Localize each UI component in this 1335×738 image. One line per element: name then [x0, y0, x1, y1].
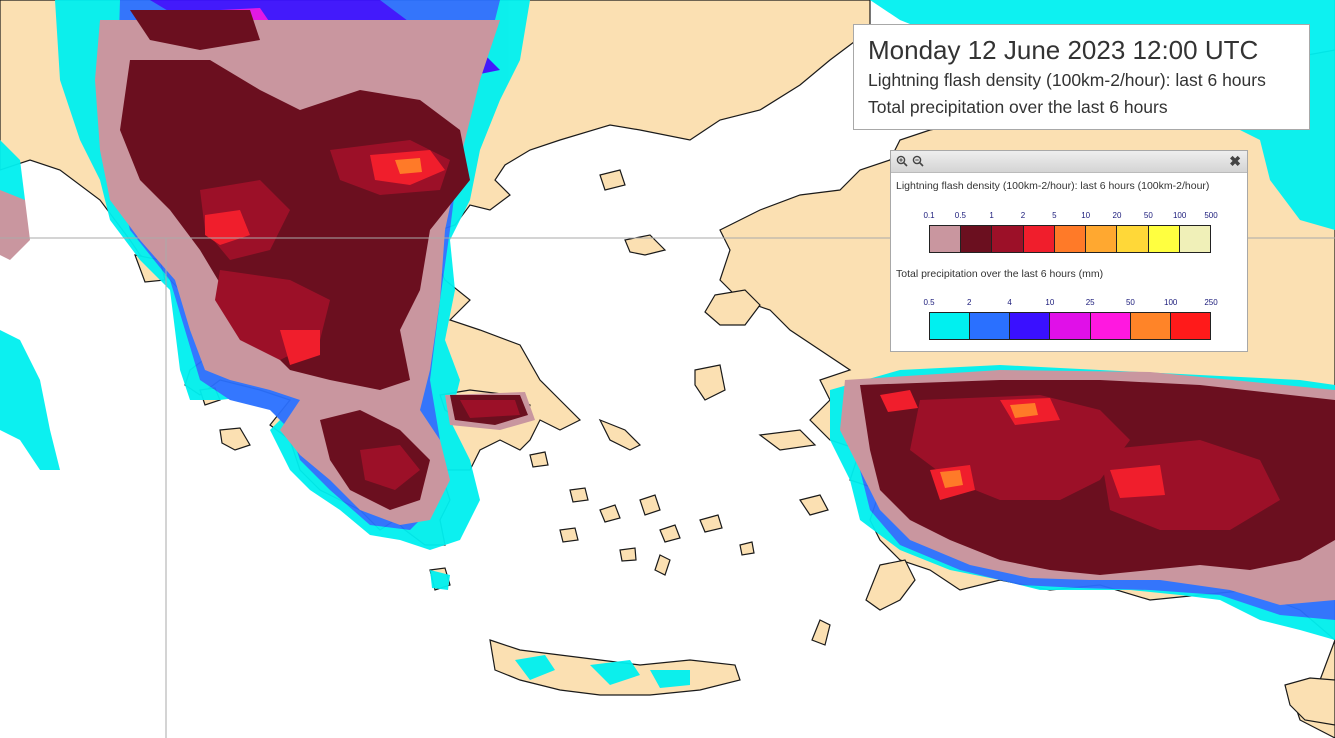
zoom-out-icon[interactable]	[912, 155, 924, 167]
lightning-tick-label: 100	[1172, 211, 1187, 220]
lightning-tick-label: 5	[1052, 211, 1057, 220]
precip-swatch	[1130, 313, 1171, 339]
lightning-legend-title: Lightning flash density (100km-2/hour): …	[896, 180, 1210, 192]
lightning-swatch	[1117, 226, 1149, 252]
lightning-tick-label: 500	[1204, 211, 1218, 220]
lightning-subtitle: Lightning flash density (100km-2/hour): …	[868, 70, 1266, 90]
lightning-overlay	[0, 10, 1335, 605]
map-title: Monday 12 June 2023 12:00 UTC	[868, 35, 1259, 65]
lightning-swatch	[1148, 226, 1180, 252]
precip-subtitle: Total precipitation over the last 6 hour…	[868, 97, 1168, 117]
precip-swatch	[1170, 313, 1210, 339]
precip-swatch	[1090, 313, 1131, 339]
lightning-color-scale	[929, 225, 1211, 253]
lightning-tick-label: 0.1	[923, 211, 935, 220]
precip-swatch	[970, 313, 1011, 339]
lightning-swatch	[992, 226, 1024, 252]
precip-tick-label: 0.5	[923, 298, 935, 307]
lightning-swatch	[961, 226, 993, 252]
lightning-swatch	[930, 226, 962, 252]
lightning-tick-label: 50	[1143, 211, 1153, 220]
precip-tick-label: 4	[1007, 298, 1012, 307]
precip-swatch	[1050, 313, 1091, 339]
lightning-swatch	[1086, 226, 1118, 252]
zoom-in-icon[interactable]	[896, 155, 908, 167]
lightning-tick-label: 1	[989, 211, 994, 220]
lightning-tick-label: 20	[1112, 211, 1122, 220]
lightning-tick-label: 2	[1020, 211, 1026, 220]
precip-tick-label: 10	[1045, 298, 1055, 307]
precip-legend-title: Total precipitation over the last 6 hour…	[896, 268, 1104, 280]
precip-tick-label: 2	[967, 298, 972, 307]
map-title-box: Monday 12 June 2023 12:00 UTC Lightning …	[853, 24, 1310, 130]
precip-tick-label: 100	[1164, 298, 1178, 307]
lightning-swatch	[1179, 226, 1210, 252]
precip-swatch	[930, 313, 971, 339]
lightning-tick-label: 0.5	[954, 211, 966, 220]
precip-swatch	[1010, 313, 1051, 339]
lightning-swatch	[1023, 226, 1055, 252]
precip-tick-label: 50	[1125, 298, 1135, 307]
precip-tick-label: 250	[1204, 298, 1218, 307]
precip-tick-label: 25	[1085, 298, 1095, 307]
lightning-swatch	[1054, 226, 1087, 252]
close-icon[interactable]: ✖	[1229, 153, 1241, 169]
legend-toolbar: ✖	[891, 151, 1247, 173]
precip-color-scale	[929, 312, 1211, 340]
lightning-tick-label: 10	[1081, 211, 1091, 220]
